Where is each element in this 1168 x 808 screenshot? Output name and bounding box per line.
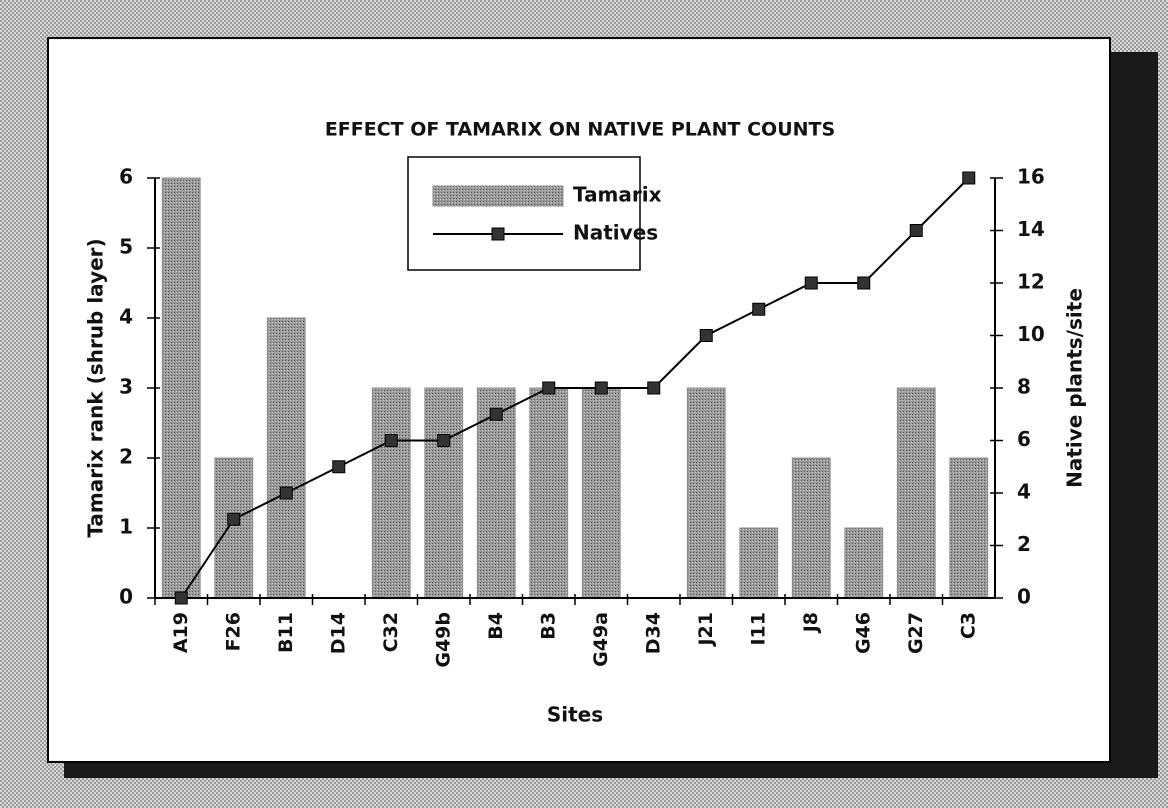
x-tick-label: J21 — [695, 612, 717, 648]
x-tick-label: G49b — [432, 612, 454, 668]
x-tick-label: G27 — [905, 612, 927, 654]
x-tick-label: A19 — [170, 612, 192, 653]
legend-swatch — [432, 185, 564, 207]
x-tick-label: C32 — [380, 612, 402, 652]
y-tick-label: 0 — [119, 585, 133, 609]
marker — [594, 381, 608, 395]
y-tick-label: 4 — [119, 305, 133, 329]
y-tick-label: 3 — [119, 375, 133, 399]
x-tick-label: B3 — [537, 612, 559, 640]
y2-tick-label: 6 — [1017, 427, 1031, 451]
bar — [214, 457, 254, 599]
marker — [857, 276, 871, 290]
y-axis-label: Tamarix rank (shrub layer) — [84, 238, 108, 537]
x-axis-label: Sites — [547, 703, 603, 727]
x-tick-label: C3 — [957, 612, 979, 639]
x-tick-label: G46 — [852, 612, 874, 654]
x-tick-label: J8 — [800, 612, 822, 634]
marker — [909, 224, 923, 237]
y-tick-label: 5 — [119, 235, 133, 259]
x-tick-label: I11 — [747, 612, 769, 646]
marker — [227, 512, 241, 526]
bar — [161, 177, 201, 599]
marker — [752, 302, 766, 316]
bar — [791, 457, 831, 599]
marker — [804, 276, 818, 290]
marker — [699, 329, 713, 342]
y2-tick-label: 8 — [1017, 375, 1031, 399]
bar — [581, 387, 621, 599]
bar — [371, 387, 411, 599]
y-tick-label: 2 — [119, 445, 133, 469]
x-tick-label: B11 — [275, 612, 297, 653]
marker — [332, 460, 346, 474]
marker — [174, 591, 188, 605]
marker — [437, 434, 451, 447]
marker — [489, 407, 503, 421]
y2-tick-label: 10 — [1017, 322, 1045, 346]
bar — [529, 387, 569, 599]
x-tick-label: B4 — [485, 612, 507, 640]
x-tick-label: G49a — [590, 612, 612, 667]
y2-tick-label: 4 — [1017, 480, 1031, 504]
marker — [962, 171, 976, 185]
y2-tick-label: 16 — [1017, 165, 1045, 189]
bar — [686, 387, 726, 599]
marker — [384, 434, 398, 447]
marker — [279, 486, 293, 500]
bar — [896, 387, 936, 599]
bar — [949, 457, 989, 599]
bar — [266, 317, 306, 599]
legend-label: Tamarix — [573, 183, 662, 207]
y2-tick-label: 0 — [1017, 585, 1031, 609]
y-tick-label: 1 — [119, 515, 133, 539]
x-tick-label: D34 — [642, 612, 664, 654]
legend-box — [407, 156, 641, 271]
y2-axis-label: Native plants/site — [1063, 288, 1087, 488]
legend-label: Natives — [573, 221, 658, 245]
panel — [47, 37, 1111, 763]
line — [180, 177, 970, 599]
legend-marker — [491, 227, 505, 241]
y2-tick-label: 12 — [1017, 270, 1045, 294]
chart-title: EFFECT OF TAMARIX ON NATIVE PLANT COUNTS — [325, 119, 835, 141]
marker — [647, 381, 661, 395]
bar — [739, 527, 779, 599]
y2-tick-label: 2 — [1017, 532, 1031, 556]
bar — [844, 527, 884, 599]
y-tick-label: 6 — [119, 165, 133, 189]
bar — [424, 387, 464, 599]
y2-tick-label: 14 — [1017, 217, 1045, 241]
x-tick-label: D14 — [327, 612, 349, 654]
marker — [542, 381, 556, 395]
x-tick-label: F26 — [222, 612, 244, 651]
